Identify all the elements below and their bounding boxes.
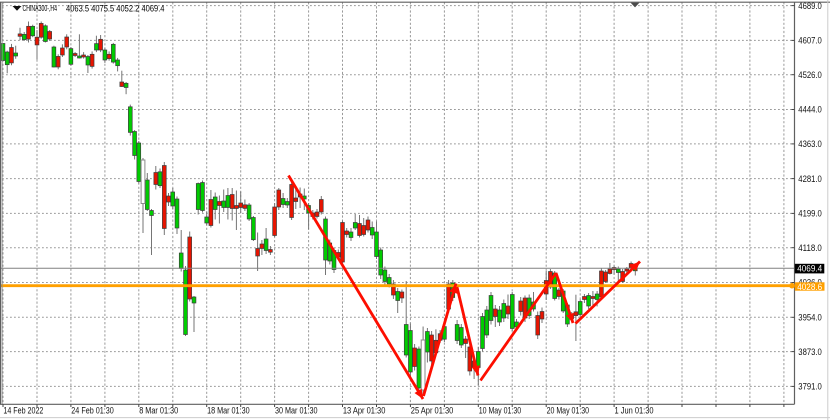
svg-text:4118.0: 4118.0 — [798, 243, 822, 253]
svg-text:8 Mar 01:30: 8 Mar 01:30 — [139, 406, 178, 416]
svg-text:4363.0: 4363.0 — [798, 139, 822, 149]
svg-text:CHINA300-,H4: CHINA300-,H4 — [23, 3, 58, 13]
svg-text:30 Mar 01:30: 30 Mar 01:30 — [275, 406, 318, 416]
svg-text:3873.0: 3873.0 — [798, 347, 822, 357]
svg-text:3954.0: 3954.0 — [798, 313, 822, 323]
svg-text:13 Apr 01:30: 13 Apr 01:30 — [343, 406, 386, 416]
svg-text:4444.0: 4444.0 — [798, 105, 822, 115]
svg-text:4689.0: 4689.0 — [798, 1, 822, 11]
svg-text:4199.0: 4199.0 — [798, 209, 822, 219]
svg-text:24 Feb 01:30: 24 Feb 01:30 — [71, 406, 114, 416]
svg-text:4526.0: 4526.0 — [798, 70, 822, 80]
svg-text:4281.0: 4281.0 — [798, 174, 822, 184]
svg-text:1 Jun 01:30: 1 Jun 01:30 — [615, 406, 654, 416]
svg-text:4607.0: 4607.0 — [798, 36, 822, 46]
svg-text:4028.6: 4028.6 — [797, 282, 822, 292]
svg-text:4063.5 4075.5 4052.2 4069.4: 4063.5 4075.5 4052.2 4069.4 — [66, 3, 165, 13]
svg-text:18 Mar 01:30: 18 Mar 01:30 — [207, 406, 250, 416]
svg-text:14 Feb 2022: 14 Feb 2022 — [3, 406, 43, 416]
svg-text:4069.4: 4069.4 — [797, 263, 822, 273]
svg-text:25 Apr 01:30: 25 Apr 01:30 — [411, 406, 454, 416]
svg-text:20 May 01:30: 20 May 01:30 — [547, 406, 590, 416]
svg-text:10 May 01:30: 10 May 01:30 — [479, 406, 522, 416]
svg-text:3791.0: 3791.0 — [798, 382, 822, 392]
